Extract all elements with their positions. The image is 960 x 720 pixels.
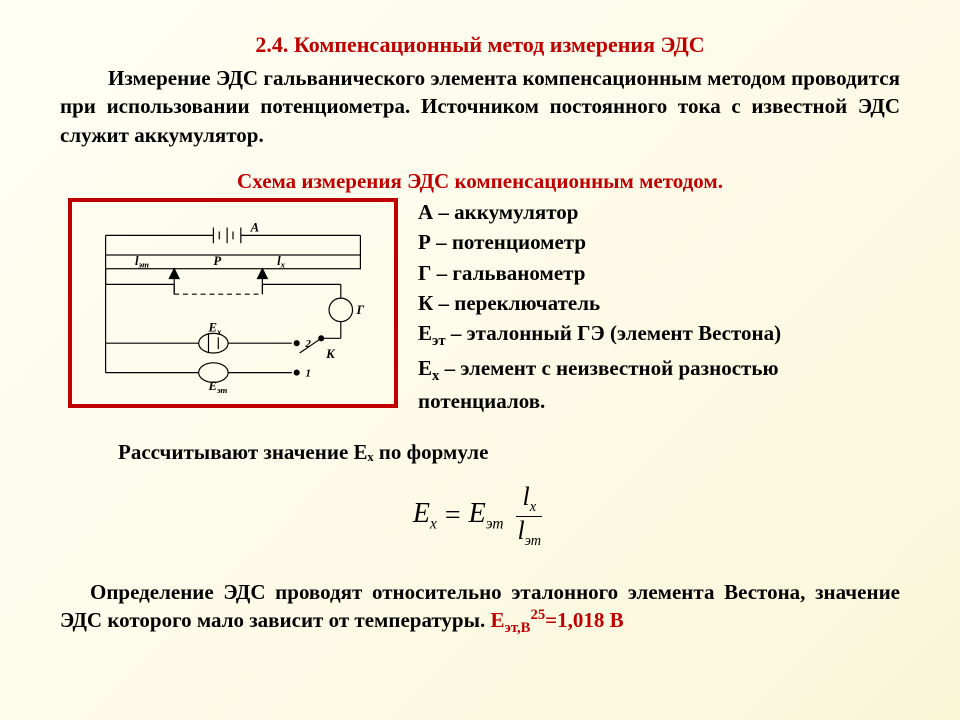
intro-paragraph: Измерение ЭДС гальванического элемента к… [60, 64, 900, 149]
formula: Ex = Eэт lx lэт [60, 483, 900, 550]
diagram-label-a: А [250, 221, 260, 235]
diagram-label-g: Г [355, 303, 364, 317]
svg-text:1: 1 [306, 368, 311, 380]
diagram-label-k: К [325, 347, 336, 361]
svg-text:2: 2 [305, 338, 312, 350]
legend-item-eet: Еэт – эталонный ГЭ (элемент Вестона) [418, 319, 900, 352]
legend-item-a: А – аккумулятор [418, 198, 900, 226]
calc-intro: Рассчитывают значение Еₓ по формуле [118, 440, 900, 465]
legend-item-p: Р – потенциометр [418, 228, 900, 256]
svg-text:lэт: lэт [135, 254, 149, 270]
bottom-paragraph: Определение ЭДС проводят относительно эт… [60, 578, 900, 639]
legend-item-k: К – переключатель [418, 289, 900, 317]
diagram-legend-row: А lэт Р lх Г К 2 1 Ех Еэт А – аккумулято… [60, 198, 900, 416]
scheme-subtitle: Схема измерения ЭДС компенсационным мето… [60, 169, 900, 194]
section-title: 2.4. Компенсационный метод измерения ЭДС [60, 32, 900, 58]
circuit-diagram: А lэт Р lх Г К 2 1 Ех Еэт [68, 198, 398, 408]
legend-list: А – аккумулятор Р – потенциометр Г – гал… [418, 198, 900, 416]
svg-text:Ех: Ех [208, 320, 223, 336]
diagram-label-p: Р [213, 254, 221, 268]
svg-text:lх: lх [277, 254, 286, 270]
legend-item-ex: Ех – элемент с неизвестной разностью пот… [418, 354, 900, 415]
legend-item-g: Г – гальванометр [418, 259, 900, 287]
